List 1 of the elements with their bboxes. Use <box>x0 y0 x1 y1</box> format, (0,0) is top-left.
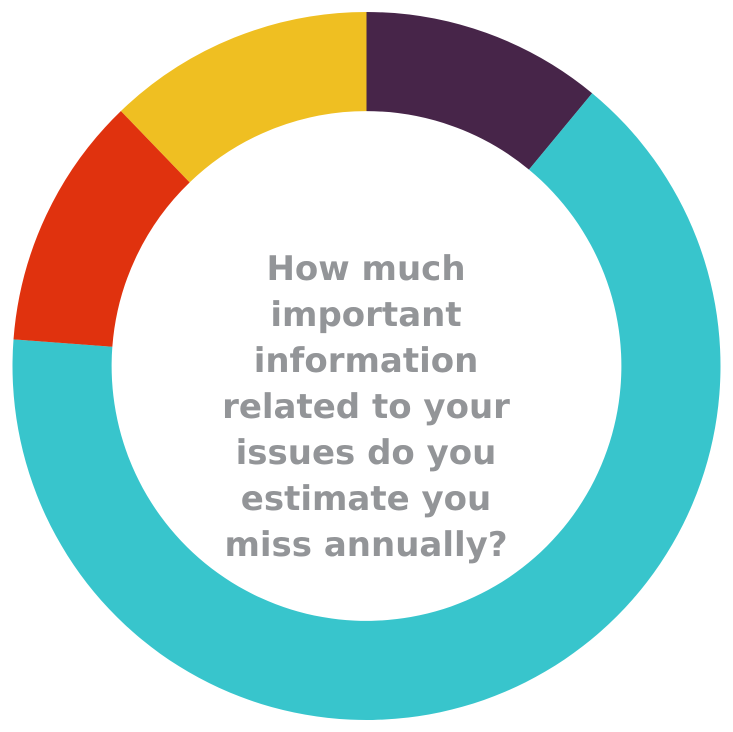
text: How much important information related to your issues do you estimate you miss annually? <box>221 248 511 567</box>
